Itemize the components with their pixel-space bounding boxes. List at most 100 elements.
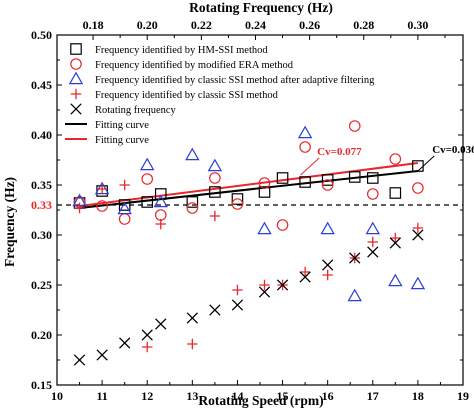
axes: 10 11 12 13 14 15 16 17 18 19 0.15 0.20 0.25 0.30 0.35…	[31, 18, 469, 403]
point-s4-2	[119, 337, 131, 349]
x-tick-label-7: 17	[367, 389, 379, 403]
point-s1-6	[209, 172, 221, 184]
legend-marker-2	[68, 71, 84, 85]
annotation-pointer-1	[300, 157, 320, 176]
point-s2-12	[388, 273, 403, 287]
legend-label-1: Frequency identified by modified ERA met…	[95, 60, 294, 71]
y-tick-label-5: 0.40	[31, 128, 52, 142]
point-s1-15	[412, 182, 424, 194]
point-s0-5	[186, 196, 199, 208]
point-s0-3	[141, 196, 154, 208]
point-s4-1	[96, 349, 108, 361]
point-s2-9	[320, 221, 335, 235]
point-s3-10	[299, 266, 311, 278]
plot-background	[57, 35, 463, 385]
legend-marker-0	[70, 43, 82, 55]
point-s1-7	[231, 198, 244, 210]
top-tick-label-3: 0.24	[245, 18, 266, 32]
legend-marker-3	[70, 88, 82, 100]
point-s4-0	[73, 354, 86, 366]
legend-marker-4	[70, 103, 82, 115]
x-tick-label-6: 16	[322, 389, 334, 403]
top-tick-label-1: 0.20	[137, 18, 158, 32]
point-s0-8	[258, 186, 271, 198]
point-s4-5	[186, 312, 198, 324]
top-axis-title: Rotating Frequency (Hz)	[189, 0, 333, 15]
legend: Frequency identified by HM-SSI method Fre…	[65, 43, 375, 146]
point-s4-13	[367, 246, 379, 258]
point-s1-9	[276, 219, 289, 231]
y-tick-label-6: 0.45	[31, 78, 52, 92]
point-s2-13	[410, 276, 426, 290]
point-s1-3	[141, 173, 154, 185]
point-s3-3	[142, 341, 153, 353]
legend-label-3: Frequency identified by classic SSI meth…	[95, 90, 279, 101]
point-s3-7	[232, 284, 243, 296]
point-s4-14	[389, 237, 401, 249]
x-tick-label-9: 19	[457, 389, 469, 403]
point-s3-13	[367, 236, 378, 248]
y-tick-label-0: 0.15	[31, 378, 52, 392]
point-s4-8	[258, 286, 271, 298]
top-tick-label-0: 0.18	[83, 18, 104, 32]
point-s0-6	[209, 186, 221, 198]
point-s3-5	[187, 338, 198, 350]
x-axis-title: Rotating Speed (rpm)	[198, 393, 323, 408]
top-tick-label-6: 0.30	[407, 18, 428, 32]
point-s1-13	[366, 188, 379, 200]
point-s4-7	[231, 299, 244, 311]
y-tick-label-2: 0.25	[31, 278, 52, 292]
legend-label-5: Fitting curve	[95, 120, 149, 131]
point-s4-12	[349, 252, 361, 264]
y-tick-label-1: 0.20	[31, 328, 52, 342]
y-tick-label-7: 0.50	[31, 28, 52, 42]
plot-area	[57, 35, 463, 385]
point-s2-5	[185, 147, 200, 161]
annotation-pointer-0	[417, 155, 435, 172]
legend-label-2: Frequency identified by classic SSI meth…	[95, 75, 375, 86]
x-tick-label-2: 12	[141, 389, 153, 403]
x-tick-label-1: 11	[96, 389, 107, 403]
x-tick-label-8: 18	[412, 389, 424, 403]
y-axis-title: Frequency (Hz)	[2, 177, 17, 267]
point-s2-4	[153, 194, 168, 208]
point-s3-0	[74, 202, 85, 214]
point-s1-5	[186, 202, 199, 214]
legend-label-0: Frequency identified by HM-SSI method	[95, 45, 268, 56]
point-s2-3	[139, 157, 155, 171]
point-s2-6	[207, 158, 223, 172]
point-s4-4	[155, 318, 167, 330]
x-tick-label-0: 10	[51, 389, 63, 403]
point-s4-3	[141, 329, 153, 341]
point-s1-8	[258, 177, 271, 189]
point-s2-10	[347, 288, 362, 302]
point-s3-8	[259, 279, 270, 291]
annotation-1: Cv=0.077	[317, 146, 362, 158]
point-s3-1	[96, 183, 108, 195]
point-s1-1	[96, 200, 108, 212]
point-s4-11	[322, 259, 334, 271]
top-tick-label-2: 0.22	[191, 18, 212, 32]
x-tick-label-4: 14	[231, 389, 243, 403]
point-s0-11	[321, 174, 334, 186]
point-s4-10	[299, 271, 311, 283]
point-s0-12	[348, 171, 361, 183]
point-s0-9	[276, 172, 289, 184]
fitting-curve-line-6	[79, 162, 419, 207]
fitting-curves	[79, 162, 419, 209]
point-s0-7	[231, 193, 244, 205]
point-s1-14	[389, 153, 402, 165]
point-s4-6	[209, 304, 221, 316]
point-s3-2	[119, 179, 130, 191]
x-tick-label-3: 13	[186, 389, 198, 403]
point-s1-11	[321, 179, 334, 191]
x-tick-label-5: 15	[277, 389, 289, 403]
point-s0-10	[299, 176, 311, 188]
y-tick-label-3: 0.30	[31, 228, 52, 242]
point-s2-11	[365, 221, 381, 235]
reference-line-label: 0.33	[31, 198, 52, 212]
point-s0-2	[118, 199, 131, 211]
point-s3-14	[390, 232, 401, 244]
point-s3-6	[209, 210, 221, 222]
